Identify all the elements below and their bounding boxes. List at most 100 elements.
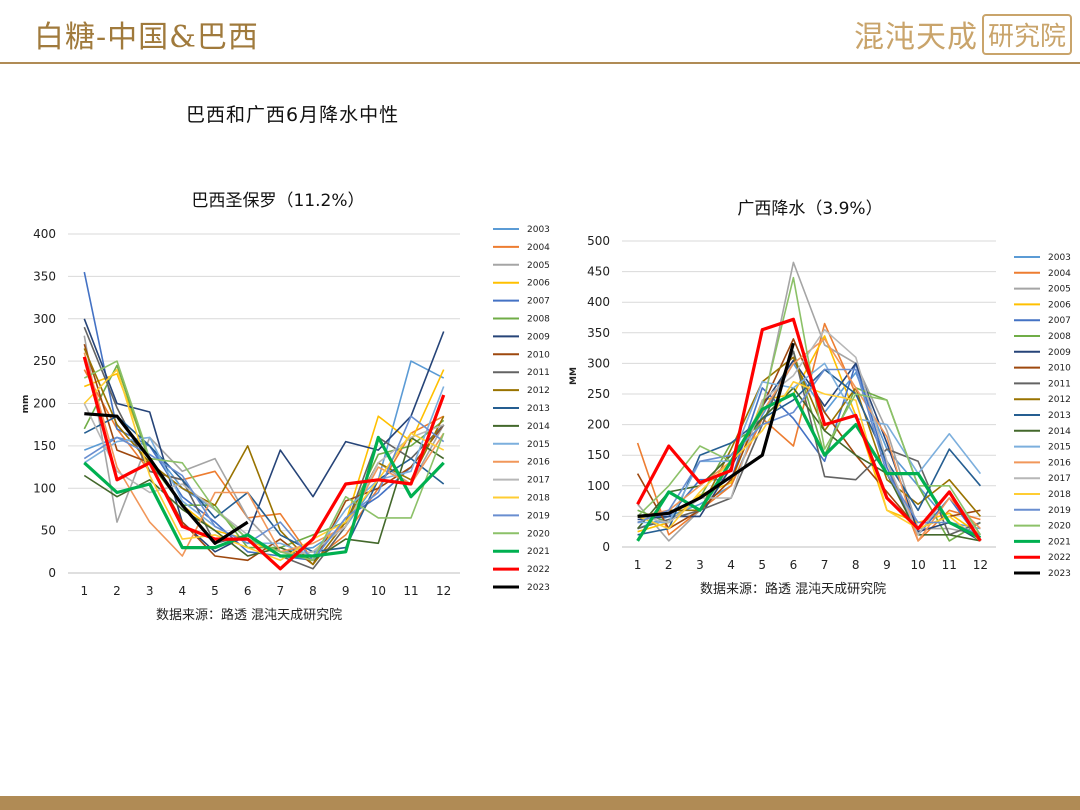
y-tick-label: 400	[33, 227, 56, 241]
x-tick-label: 9	[883, 558, 891, 572]
brand-logo: 混沌天成 研究院	[854, 12, 1072, 56]
y-tick-label: 200	[587, 418, 610, 432]
legend-label-2017: 2017	[527, 476, 550, 486]
x-tick-label: 6	[790, 558, 798, 572]
legend-label-2012: 2012	[527, 386, 550, 396]
legend-label-2019: 2019	[1048, 506, 1071, 516]
legend-label-2014: 2014	[527, 422, 550, 432]
footer-bar	[0, 796, 1080, 810]
x-tick-label: 4	[727, 558, 735, 572]
x-tick-label: 5	[211, 584, 219, 598]
source-note-left: 数据来源：路透 混沌天成研究院	[156, 608, 343, 623]
y-tick-label: 0	[602, 540, 610, 554]
y-axis-label: MM	[569, 367, 579, 385]
x-tick-label: 8	[309, 584, 317, 598]
logo-text: 混沌天成	[853, 20, 978, 55]
legend-label-2004: 2004	[1048, 269, 1071, 279]
legend-label-2007: 2007	[1048, 316, 1071, 326]
x-tick-label: 6	[244, 584, 252, 598]
series-line-2016	[637, 338, 981, 542]
y-tick-label: 50	[41, 524, 56, 538]
x-tick-label: 12	[436, 584, 451, 598]
x-tick-label: 3	[146, 584, 154, 598]
series-line-2023	[637, 342, 795, 518]
series-line-2008	[637, 350, 981, 542]
legend-label-2010: 2010	[1048, 364, 1071, 374]
y-tick-label: 350	[33, 269, 56, 283]
x-tick-label: 12	[973, 558, 988, 572]
legend-label-2008: 2008	[1048, 332, 1071, 342]
legend-label-2006: 2006	[527, 279, 550, 289]
chart-title: 巴西圣保罗（11.2%）	[191, 191, 364, 211]
legend-label-2017: 2017	[1048, 474, 1071, 484]
legend-label-2014: 2014	[1048, 427, 1071, 437]
y-tick-label: 200	[33, 397, 56, 411]
legend-label-2015: 2015	[527, 440, 550, 450]
chart-title: 广西降水（3.9%）	[737, 199, 882, 219]
legend-label-2022: 2022	[1048, 553, 1071, 563]
legend-label-2008: 2008	[527, 315, 550, 325]
legend-label-2005: 2005	[527, 261, 550, 271]
legend-label-2019: 2019	[527, 511, 550, 521]
y-tick-label: 50	[595, 509, 610, 523]
x-tick-label: 9	[342, 584, 350, 598]
legend-label-2009: 2009	[527, 332, 550, 342]
legend-label-2011: 2011	[1048, 379, 1071, 389]
legend-label-2009: 2009	[1048, 348, 1071, 358]
legend-label-2011: 2011	[527, 368, 550, 378]
y-tick-label: 100	[33, 481, 56, 495]
x-tick-label: 1	[634, 558, 642, 572]
y-tick-label: 500	[587, 234, 610, 248]
x-tick-label: 11	[403, 584, 418, 598]
series-line-2011	[637, 350, 981, 536]
logo-box-text: 研究院	[981, 13, 1072, 55]
y-tick-label: 250	[587, 387, 610, 401]
x-tick-label: 2	[113, 584, 121, 598]
series-line-2023	[84, 412, 249, 545]
legend-label-2013: 2013	[527, 404, 550, 414]
source-note-right: 数据来源：路透 混沌天成研究院	[700, 582, 887, 597]
x-tick-label: 3	[696, 558, 704, 572]
series-line-2009	[637, 359, 981, 542]
x-tick-label: 1	[81, 584, 89, 598]
legend-label-2003: 2003	[527, 225, 550, 235]
series-line-2022	[82, 356, 446, 571]
legend-label-2005: 2005	[1048, 285, 1071, 295]
y-tick-label: 100	[587, 479, 610, 493]
series-line-2020	[637, 276, 982, 536]
legend-label-2010: 2010	[527, 350, 550, 360]
y-tick-label: 350	[587, 326, 610, 340]
y-tick-label: 450	[587, 265, 610, 279]
legend-label-2018: 2018	[527, 494, 550, 504]
legend-label-2018: 2018	[1048, 490, 1071, 500]
legend-label-2021: 2021	[527, 547, 550, 557]
series-line-2016	[83, 352, 445, 557]
x-tick-label: 10	[910, 558, 925, 572]
x-tick-label: 8	[852, 558, 860, 572]
legend-label-2013: 2013	[1048, 411, 1071, 421]
legend-label-2012: 2012	[1048, 395, 1071, 405]
y-tick-label: 150	[587, 448, 610, 462]
header-divider	[0, 62, 1080, 64]
legend-label-2015: 2015	[1048, 443, 1071, 453]
x-tick-label: 4	[179, 584, 187, 598]
y-tick-label: 250	[33, 354, 56, 368]
legend-label-2004: 2004	[527, 243, 550, 253]
x-tick-label: 11	[942, 558, 957, 572]
series-line-2021	[636, 392, 982, 542]
legend-label-2016: 2016	[527, 458, 550, 468]
x-tick-label: 5	[758, 558, 766, 572]
legend-label-2023: 2023	[527, 583, 550, 593]
legend-label-2006: 2006	[1048, 300, 1071, 310]
slide-title: 巴西和广西6月降水中性	[186, 104, 400, 126]
legend-label-2020: 2020	[527, 529, 550, 539]
legend-label-2021: 2021	[1048, 537, 1071, 547]
legend-label-2016: 2016	[1048, 458, 1071, 468]
series-line-2018	[637, 380, 981, 542]
page-header-title: 白糖-中国&巴西	[34, 20, 259, 55]
x-tick-label: 2	[665, 558, 673, 572]
series-line-2021	[83, 435, 445, 558]
legend-label-2007: 2007	[527, 297, 550, 307]
